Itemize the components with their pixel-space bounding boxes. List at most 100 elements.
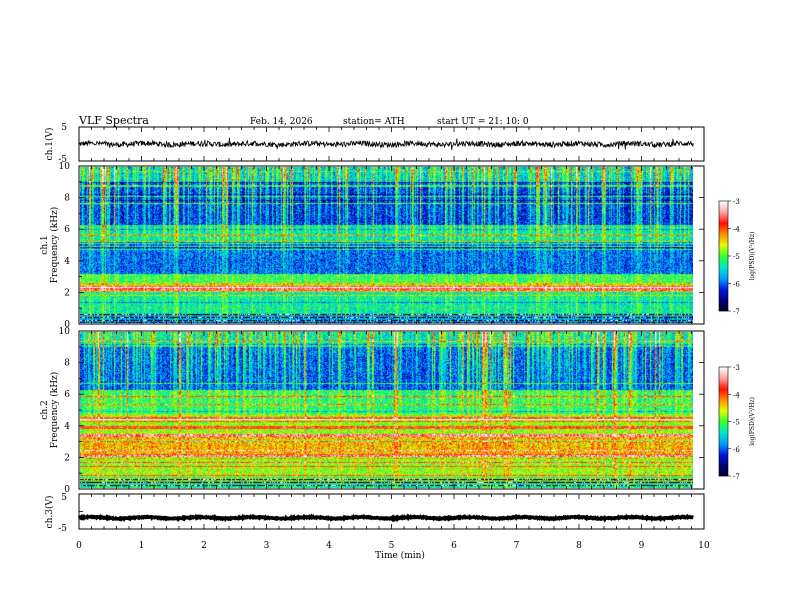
colorbar-swatch: [719, 447, 728, 449]
colorbar-swatch: [719, 282, 728, 284]
colorbar-swatch: [719, 230, 728, 232]
colorbar-swatch: [719, 473, 728, 475]
colorbar-swatch: [719, 240, 728, 242]
colorbar-swatch: [719, 443, 728, 445]
colorbar-swatch: [719, 289, 728, 291]
colorbar-swatch: [719, 210, 728, 212]
colorbar-swatch: [719, 254, 728, 256]
colorbar-swatch: [719, 226, 728, 228]
colorbar-swatch: [719, 399, 728, 401]
colorbar-swatch: [719, 445, 728, 447]
colorbar-tick-label: -7: [733, 308, 740, 316]
colorbar-swatch: [719, 221, 728, 223]
colorbar-swatch: [719, 418, 728, 420]
colorbar-swatch: [719, 290, 728, 292]
colorbar-label: log(PSD)(V²/Hz): [749, 397, 756, 446]
colorbar-swatch: [719, 211, 728, 213]
colorbar-swatch: [719, 293, 728, 295]
colorbar-swatch: [719, 426, 728, 428]
colorbar-swatch: [719, 284, 728, 286]
y-tick-label: 0: [64, 485, 70, 495]
colorbar-swatch: [719, 414, 728, 416]
colorbar-swatch: [719, 247, 728, 249]
colorbar-swatch: [719, 391, 728, 393]
colorbar-swatch: [719, 394, 728, 396]
colorbar-swatch: [719, 238, 728, 240]
colorbar-swatch: [719, 267, 728, 269]
colorbar-swatch: [719, 434, 728, 436]
colorbar-swatch: [719, 201, 728, 203]
colorbar-swatch: [719, 448, 728, 450]
colorbar-swatch: [719, 442, 728, 444]
colorbar-label: log(PSD)(V²/Hz): [749, 232, 756, 281]
colorbar-swatch: [719, 242, 728, 244]
colorbar-swatch: [719, 373, 728, 375]
colorbar-swatch: [719, 402, 728, 404]
colorbar-swatch: [719, 411, 728, 413]
ch1-ytick-minus5: -5: [58, 155, 67, 165]
colorbar-swatch: [719, 207, 728, 209]
colorbar-tick-label: -4: [733, 391, 740, 399]
colorbar-tick-label: -3: [733, 198, 740, 206]
colorbar-swatch: [719, 225, 728, 227]
colorbar-swatch: [719, 439, 728, 441]
colorbar-swatch: [719, 392, 728, 394]
colorbar-swatch: [719, 403, 728, 405]
x-axis-label: Time (min): [375, 550, 425, 561]
colorbar-swatch: [719, 474, 728, 476]
colorbar-swatch: [719, 209, 728, 211]
colorbar-swatch: [719, 298, 728, 300]
colorbar-swatch: [719, 427, 728, 429]
colorbar-swatch: [719, 368, 728, 370]
colorbar-swatch: [719, 272, 728, 274]
colorbar-swatch: [719, 413, 728, 415]
ch1-waveform-trace: [78, 137, 694, 151]
colorbar-swatch: [719, 390, 728, 392]
colorbar-swatch: [719, 288, 728, 290]
colorbar-swatch: [719, 382, 728, 384]
colorbar-swatch: [719, 437, 728, 439]
colorbar-swatch: [719, 281, 728, 283]
colorbar-swatch: [719, 220, 728, 222]
colorbar-swatch: [719, 262, 728, 264]
colorbar-swatch: [719, 425, 728, 427]
colorbar-swatch: [719, 252, 728, 254]
colorbar-swatch: [719, 275, 728, 277]
colorbar-swatch: [719, 304, 728, 306]
colorbar-swatch: [719, 222, 728, 224]
colorbar-swatch: [719, 266, 728, 268]
colorbar-swatch: [719, 422, 728, 424]
colorbar-swatch: [719, 417, 728, 419]
y-tick-label: 4: [64, 422, 70, 432]
colorbar-swatch: [719, 308, 728, 310]
recording-date: Feb. 14, 2026: [250, 117, 313, 127]
x-tick-label: 1: [139, 541, 145, 551]
colorbar-swatch: [719, 470, 728, 472]
colorbar-swatch: [719, 372, 728, 374]
colorbar-swatch: [719, 389, 728, 391]
colorbar-swatch: [719, 227, 728, 229]
colorbar-swatch: [719, 466, 728, 468]
colorbar-swatch: [719, 243, 728, 245]
colorbar-swatch: [719, 475, 728, 477]
colorbar-swatch: [719, 268, 728, 270]
colorbar-swatch: [719, 424, 728, 426]
ch3-waveform-frame: [78, 493, 705, 530]
ch2-spectrogram-ylabel-channel: ch.2: [40, 400, 50, 419]
colorbar-swatch: [719, 408, 728, 410]
y-tick-label: 2: [64, 453, 70, 463]
colorbar-swatch: [719, 469, 728, 471]
colorbar-swatch: [719, 409, 728, 411]
colorbar-swatch: [719, 407, 728, 409]
colorbar-swatch: [719, 224, 728, 226]
colorbar-swatch: [719, 405, 728, 407]
colorbar-tick-label: -3: [733, 364, 740, 372]
colorbar-swatch: [719, 461, 728, 463]
colorbar-swatch: [719, 203, 728, 205]
colorbar-swatch: [719, 216, 728, 218]
colorbar-swatch: [719, 295, 728, 297]
colorbar-swatch: [719, 274, 728, 276]
colorbar-swatch: [719, 452, 728, 454]
colorbar-swatch: [719, 285, 728, 287]
